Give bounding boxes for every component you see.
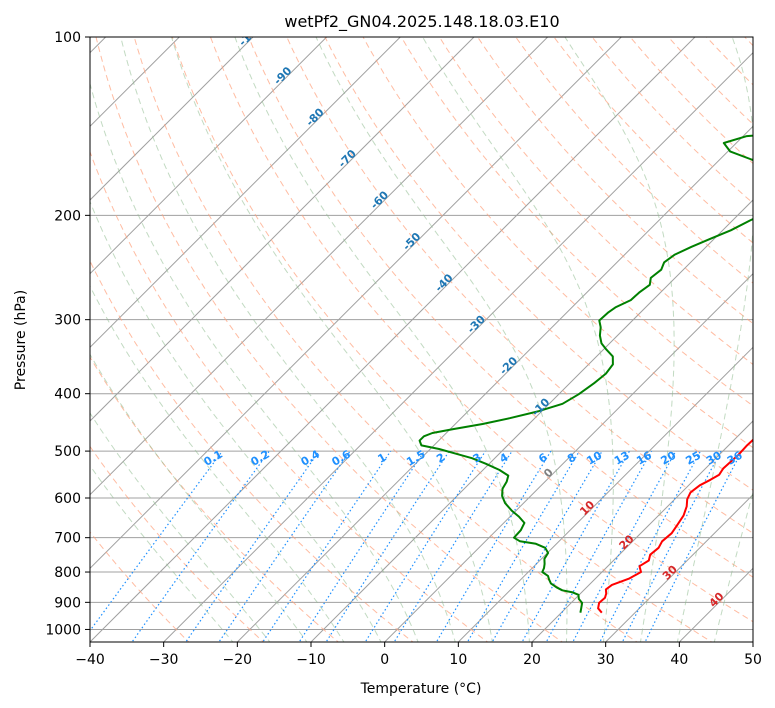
x-tick-label: −20 xyxy=(223,652,253,668)
grid-lines xyxy=(90,37,753,642)
profile-series xyxy=(418,134,753,614)
plot-area: 0.10.20.40.611.52346810131620253036-100-… xyxy=(90,20,753,642)
y-tick-label: 100 xyxy=(54,30,81,46)
y-tick-label: 900 xyxy=(54,595,81,611)
chart-title: wetPf2_GN04.2025.148.18.03.E10 xyxy=(284,12,559,32)
x-tick-label: 20 xyxy=(523,652,541,668)
mixing-ratio-line xyxy=(185,450,320,642)
moist-adiabat-line xyxy=(90,81,419,642)
y-tick-label: 500 xyxy=(54,444,81,460)
y-tick-label: 800 xyxy=(54,565,81,581)
dry-adiabat-line xyxy=(90,356,340,642)
x-tick-label: −40 xyxy=(75,652,105,668)
mixing-ratio-line xyxy=(131,450,270,642)
mixing-ratio-line xyxy=(572,450,677,642)
moist-adiabat-line xyxy=(90,285,345,642)
y-tick-label: 1000 xyxy=(45,622,81,638)
moist-adiabat-line xyxy=(713,490,753,642)
moist-adiabat-line xyxy=(90,353,308,642)
mixing-ratio-line xyxy=(262,450,392,642)
x-tick-label: 30 xyxy=(597,652,615,668)
y-axis-label: Pressure (hPa) xyxy=(13,290,29,390)
isotherm-gridline xyxy=(236,125,753,642)
moist-adiabat-line xyxy=(90,464,234,642)
moist-adiabat-line xyxy=(234,37,530,642)
isotherm-label: -100 xyxy=(236,20,265,49)
moist-adiabat-line xyxy=(315,37,568,642)
moist-adiabat-line xyxy=(564,37,675,642)
isotherm-gridline xyxy=(383,272,753,642)
plot-frame xyxy=(89,36,754,643)
x-tick-label: 10 xyxy=(449,652,467,668)
mixing-ratio-line xyxy=(298,450,425,642)
isotherm-gridline xyxy=(90,37,549,496)
x-tick-label: 50 xyxy=(744,652,762,668)
y-tick-label: 200 xyxy=(54,208,81,224)
x-tick-label: 40 xyxy=(670,652,688,668)
y-tick-label: 600 xyxy=(54,491,81,507)
moist-adiabat-line xyxy=(90,200,382,642)
y-tick-label: 700 xyxy=(54,531,81,547)
moist-adiabat-line xyxy=(90,412,271,642)
isotherm-gridline xyxy=(604,493,753,642)
isotherm-gridline xyxy=(457,346,753,642)
mixing-ratio-line xyxy=(364,450,486,642)
isotherm-gridline xyxy=(310,199,753,642)
moist-adiabat-line xyxy=(171,37,493,642)
moist-adiabat-line xyxy=(422,37,614,642)
x-tick-label: −30 xyxy=(149,652,179,668)
mixing-ratio-line xyxy=(466,450,580,642)
moist-adiabats xyxy=(90,37,753,642)
mixing-ratio-line xyxy=(325,450,450,642)
dry-adiabat-line xyxy=(90,150,489,642)
isotherm-gridline xyxy=(90,37,623,570)
x-axis-label: Temperature (°C) xyxy=(360,681,482,697)
dry-adiabat-line xyxy=(90,445,265,642)
dewpoint-profile-line xyxy=(418,134,753,613)
isotherm-gridline xyxy=(162,51,753,642)
y-tick-label: 300 xyxy=(54,313,81,329)
mixing-ratio-line xyxy=(90,450,223,632)
x-tick-label: 0 xyxy=(380,652,389,668)
isotherm-gridline xyxy=(90,37,696,642)
mixing-ratio-line xyxy=(393,450,513,642)
dry-adiabat-line xyxy=(133,37,638,642)
mixing-ratio-line xyxy=(621,450,722,642)
axes: −40 −30 −20 −10 0 10 20 30 40 50 100 200 300 400 500 60… xyxy=(45,30,762,668)
temperature-profile-line xyxy=(597,438,753,614)
isotherm-gridline xyxy=(531,420,753,642)
dry-adiabat-line xyxy=(95,37,564,642)
moist-adiabat-line xyxy=(676,37,753,642)
isotherm-gridline xyxy=(90,37,475,422)
dry-adiabat-line xyxy=(90,259,414,642)
isotherm-gridline xyxy=(90,37,254,201)
mixing-ratio-line xyxy=(218,450,351,642)
dry-adiabat-line xyxy=(209,37,753,623)
x-tick-label: −10 xyxy=(296,652,326,668)
isotherm-gridline xyxy=(90,37,328,275)
y-tick-label: 400 xyxy=(54,387,81,403)
isotherm-gridline xyxy=(90,37,402,349)
moist-adiabat-line xyxy=(120,37,456,642)
